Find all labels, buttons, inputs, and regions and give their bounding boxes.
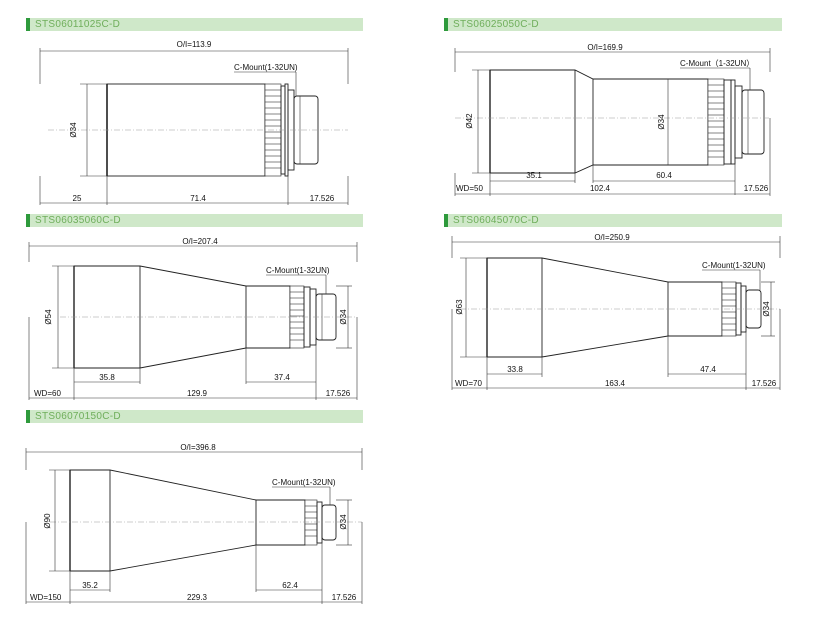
bottom-dim-label: 129.9: [187, 389, 208, 398]
bottom-dim-label: 17.526: [752, 379, 777, 388]
bottom-dim-label: 17.526: [744, 184, 769, 193]
inner-dim-label: 60.4: [656, 171, 672, 180]
drawing-5-header: STS06070150C-D: [26, 410, 363, 423]
drawing-1-header: STS06011025C-D: [26, 18, 363, 31]
bottom-dim-label: 229.3: [187, 593, 208, 602]
lens-body: [106, 83, 266, 177]
overall-dim-label: O/I=113.9: [177, 40, 212, 49]
header-accent: [26, 214, 30, 227]
mount-base: [734, 85, 743, 159]
inner-dim-label: 35.1: [526, 171, 542, 180]
diameter-label: Ø34: [657, 114, 666, 130]
focus-ring: [721, 281, 737, 337]
inner-dim-label: 62.4: [282, 581, 298, 590]
knurl-lines: [708, 84, 724, 158]
knurl-lines: [265, 89, 281, 169]
bottom-dim-label: 163.4: [605, 379, 626, 388]
mount-label: C-Mount(1-32UN): [702, 261, 766, 270]
c-mount: [315, 293, 337, 341]
lock-ring: [316, 501, 323, 544]
knurl-lines: [305, 505, 317, 537]
flange: [730, 79, 736, 165]
lens-body: [73, 265, 291, 369]
bottom-dim-label: 17.526: [326, 389, 351, 398]
overall-dim-label: O/I=250.9: [594, 233, 630, 242]
bottom-dim-label: 17.526: [332, 593, 357, 602]
mount-label: C-Mount（1-32UN）: [680, 59, 754, 68]
diameter-label: Ø34: [762, 301, 771, 317]
inner-dim-label: 37.4: [274, 373, 290, 382]
bottom-dim-label: 102.4: [590, 184, 611, 193]
c-mount: [321, 504, 337, 541]
lens-body: [69, 469, 306, 572]
focus-ring: [264, 83, 282, 177]
lock-ring: [303, 286, 311, 348]
lens-body: [486, 257, 723, 358]
bottom-dim-label: 25: [73, 194, 82, 203]
drawing-1-title: STS06011025C-D: [35, 19, 121, 30]
bottom-dim-label: WD=50: [456, 184, 483, 193]
lock-ring: [723, 79, 732, 165]
c-mount: [745, 289, 762, 329]
overall-dim-label: O/I=396.8: [180, 443, 216, 452]
mount-label: C-Mount(1-32UN): [234, 63, 298, 72]
drawing-4-title: STS06045070C-D: [453, 215, 539, 226]
inner-dim-label: 35.8: [99, 373, 115, 382]
lens-body: [489, 69, 709, 174]
mount-base: [287, 89, 295, 171]
focus-ring: [289, 285, 305, 349]
focus-ring: [707, 78, 725, 166]
focus-ring: [304, 499, 318, 546]
diameter-label: Ø34: [339, 514, 348, 530]
knurl-lines: [722, 287, 736, 331]
bottom-dim-label: WD=70: [455, 379, 482, 388]
diameter-label: Ø54: [44, 309, 53, 325]
diameter-label: Ø90: [43, 513, 52, 529]
mount-label: C-Mount(1-32UN): [272, 478, 336, 487]
mount-base: [740, 285, 747, 333]
overall-dim-label: O/I=169.9: [587, 43, 623, 52]
c-mount: [293, 95, 319, 165]
drawing-2-header: STS06025050C-D: [444, 18, 782, 31]
diameter-label: Ø34: [339, 309, 348, 325]
diameter-label: Ø42: [465, 113, 474, 129]
c-mount: [741, 89, 765, 155]
mount-base: [309, 288, 317, 346]
bottom-dim-label: 71.4: [190, 194, 206, 203]
drawing-3-title: STS06035060C-D: [35, 215, 121, 226]
bottom-dim-label: WD=150: [30, 593, 62, 602]
inner-dim-label: 35.2: [82, 581, 98, 590]
mount-label: C-Mount(1-32UN): [266, 266, 330, 275]
overall-dim-label: O/I=207.4: [182, 237, 218, 246]
flange: [284, 83, 289, 177]
lock-ring: [280, 85, 286, 175]
drawing-5-title: STS06070150C-D: [35, 411, 121, 422]
drawing-2-title: STS06025050C-D: [453, 19, 539, 30]
inner-dim-label: 47.4: [700, 365, 716, 374]
lock-ring: [735, 282, 742, 336]
bottom-dim-label: WD=60: [34, 389, 61, 398]
header-accent: [26, 18, 30, 31]
drawing-3-header: STS06035060C-D: [26, 214, 363, 227]
diameter-label: Ø63: [455, 299, 464, 315]
diameter-label: Ø34: [69, 122, 78, 138]
drawing-4-header: STS06045070C-D: [444, 214, 782, 227]
inner-dim-label: 33.8: [507, 365, 523, 374]
bottom-dim-label: 17.526: [310, 194, 335, 203]
header-accent: [26, 410, 30, 423]
header-accent: [444, 214, 448, 227]
knurl-lines: [290, 291, 304, 341]
header-accent: [444, 18, 448, 31]
